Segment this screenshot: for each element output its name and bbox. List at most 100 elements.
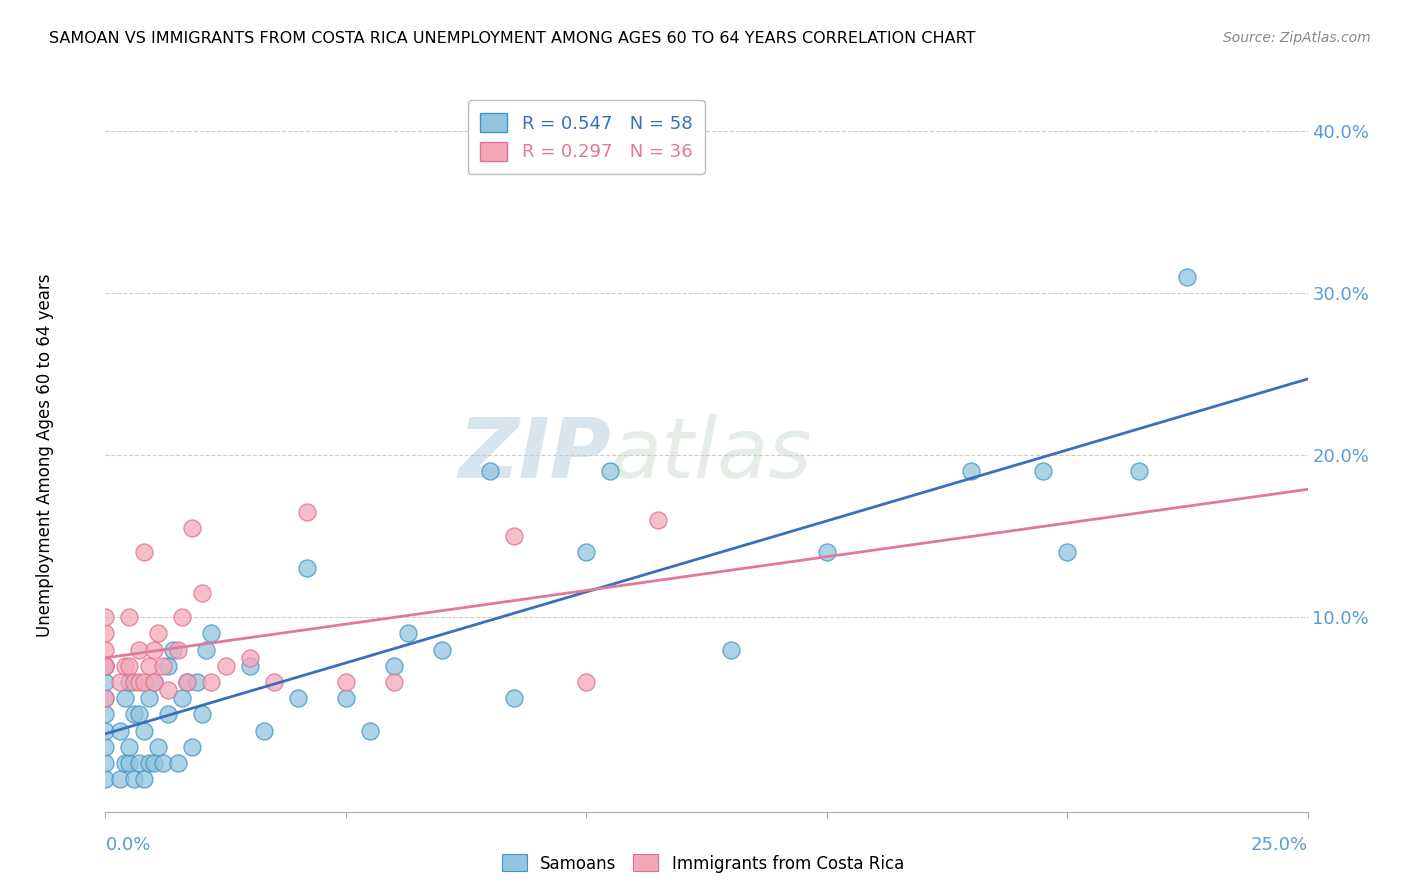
Point: [118, 675, 141, 690]
Point: [128, 756, 150, 770]
Point: [190, 707, 212, 722]
Point: [1032, 464, 1054, 478]
Point: [359, 723, 381, 738]
Point: [335, 675, 357, 690]
Point: [152, 658, 174, 673]
Point: [118, 610, 141, 624]
Legend: R = 0.547   N = 58, R = 0.297   N = 36: R = 0.547 N = 58, R = 0.297 N = 36: [468, 100, 704, 174]
Point: [142, 675, 165, 690]
Point: [132, 675, 155, 690]
Point: [94, 739, 117, 754]
Point: [94, 610, 117, 624]
Point: [128, 707, 150, 722]
Point: [94, 756, 117, 770]
Point: [575, 675, 598, 690]
Point: [960, 464, 983, 478]
Point: [94, 642, 117, 657]
Point: [94, 658, 117, 673]
Point: [335, 691, 357, 706]
Point: [253, 723, 276, 738]
Point: [108, 675, 131, 690]
Point: [148, 626, 170, 640]
Point: [94, 658, 117, 673]
Point: [132, 772, 155, 787]
Point: [94, 691, 117, 706]
Point: [190, 586, 212, 600]
Point: [132, 545, 155, 559]
Point: [1128, 464, 1150, 478]
Point: [1175, 269, 1198, 284]
Text: 0.0%: 0.0%: [105, 836, 150, 854]
Point: [128, 642, 150, 657]
Point: [94, 772, 117, 787]
Point: [166, 642, 188, 657]
Point: [142, 675, 165, 690]
Point: [138, 691, 160, 706]
Point: [575, 545, 598, 559]
Point: [503, 529, 526, 543]
Point: [297, 505, 319, 519]
Point: [176, 675, 198, 690]
Point: [94, 723, 117, 738]
Point: [124, 772, 146, 787]
Point: [156, 658, 179, 673]
Point: [239, 658, 262, 673]
Text: atlas: atlas: [610, 415, 813, 495]
Point: [195, 642, 218, 657]
Point: [181, 521, 204, 535]
Point: [118, 658, 141, 673]
Point: [132, 723, 155, 738]
Point: [124, 675, 146, 690]
Legend: Samoans, Immigrants from Costa Rica: Samoans, Immigrants from Costa Rica: [495, 847, 911, 880]
Text: Unemployment Among Ages 60 to 64 years: Unemployment Among Ages 60 to 64 years: [37, 273, 55, 637]
Point: [94, 707, 117, 722]
Point: [156, 707, 179, 722]
Point: [186, 675, 208, 690]
Point: [382, 675, 405, 690]
Point: [94, 691, 117, 706]
Point: [599, 464, 621, 478]
Point: [479, 464, 502, 478]
Point: [152, 756, 174, 770]
Point: [94, 626, 117, 640]
Point: [138, 756, 160, 770]
Point: [108, 723, 131, 738]
Point: [114, 691, 136, 706]
Point: [200, 626, 222, 640]
Point: [200, 675, 222, 690]
Point: [172, 691, 194, 706]
Text: ZIP: ZIP: [458, 415, 610, 495]
Text: Source: ZipAtlas.com: Source: ZipAtlas.com: [1223, 31, 1371, 45]
Text: SAMOAN VS IMMIGRANTS FROM COSTA RICA UNEMPLOYMENT AMONG AGES 60 TO 64 YEARS CORR: SAMOAN VS IMMIGRANTS FROM COSTA RICA UNE…: [49, 31, 976, 46]
Point: [815, 545, 838, 559]
Point: [142, 642, 165, 657]
Point: [503, 691, 526, 706]
Point: [382, 658, 405, 673]
Point: [287, 691, 309, 706]
Point: [128, 675, 150, 690]
Point: [239, 650, 262, 665]
Point: [647, 513, 669, 527]
Point: [138, 658, 160, 673]
Point: [156, 683, 179, 698]
Point: [176, 675, 198, 690]
Point: [263, 675, 285, 690]
Text: 25.0%: 25.0%: [1250, 836, 1308, 854]
Point: [297, 561, 319, 575]
Point: [94, 675, 117, 690]
Point: [720, 642, 742, 657]
Point: [108, 772, 131, 787]
Point: [396, 626, 419, 640]
Point: [172, 610, 194, 624]
Point: [118, 756, 141, 770]
Point: [142, 756, 165, 770]
Point: [181, 739, 204, 754]
Point: [148, 739, 170, 754]
Point: [1056, 545, 1078, 559]
Point: [214, 658, 236, 673]
Point: [430, 642, 453, 657]
Point: [94, 658, 117, 673]
Point: [118, 739, 141, 754]
Point: [114, 756, 136, 770]
Point: [124, 707, 146, 722]
